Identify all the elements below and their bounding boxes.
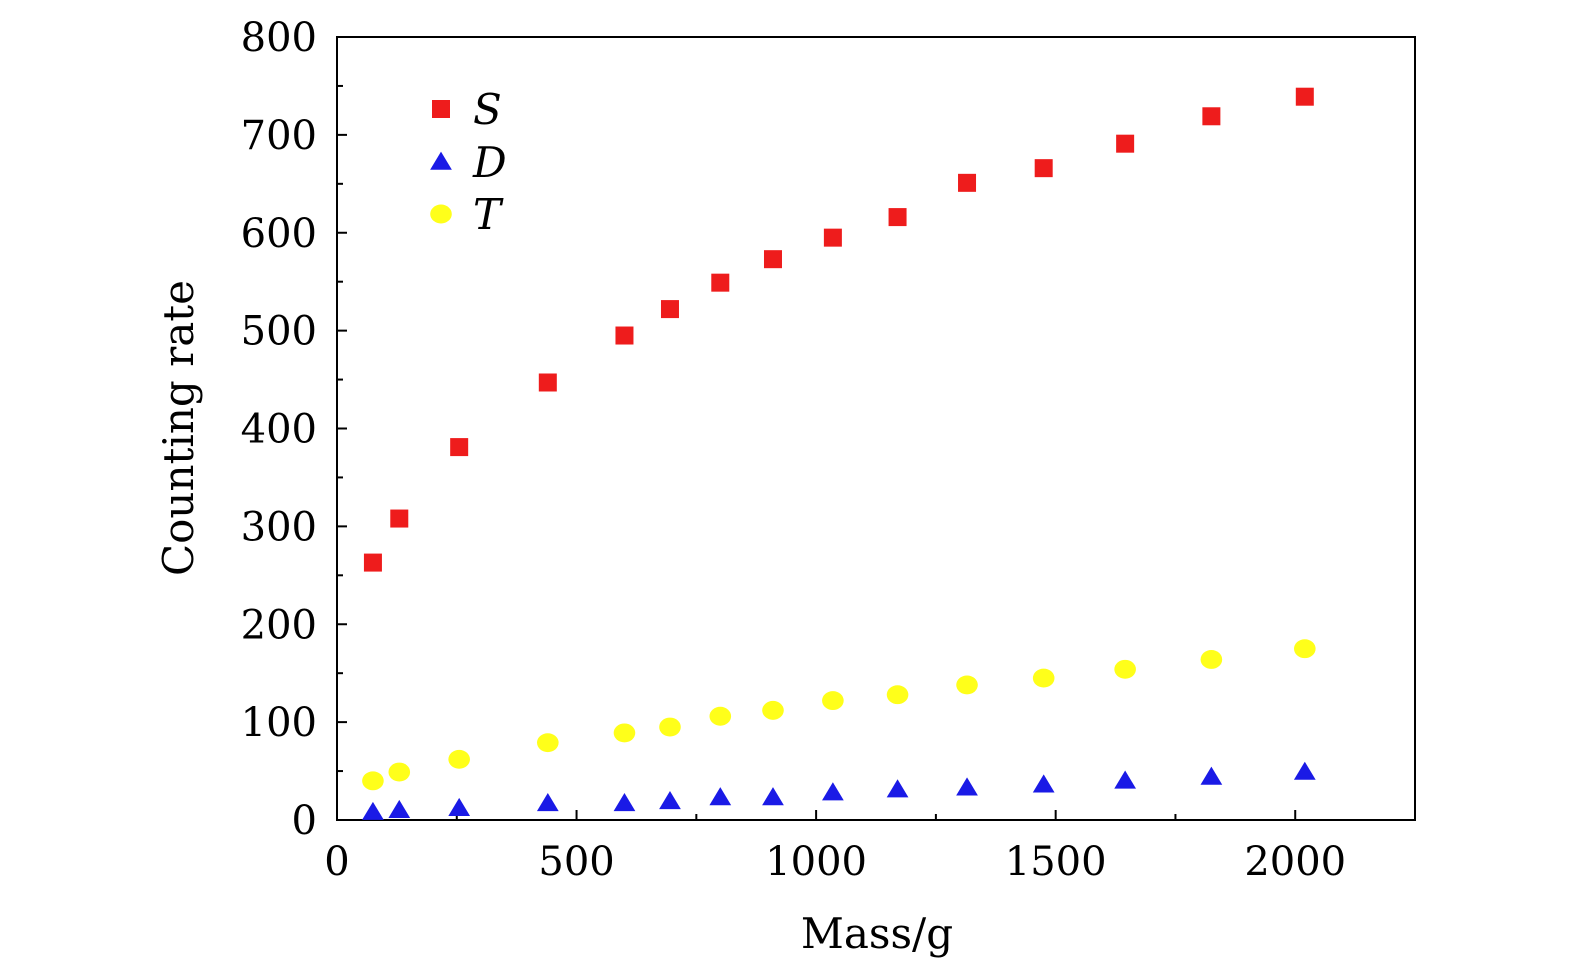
data-point-s: [958, 173, 977, 192]
data-point-t: [659, 717, 681, 737]
legend-marker-t: [430, 204, 452, 224]
legend-label-d: D: [472, 138, 507, 187]
data-point-s: [1116, 134, 1135, 153]
data-point-s: [1034, 159, 1053, 178]
y-tick-label: 0: [292, 798, 317, 844]
plot-layer: 0 500 1000 1500 2000 0 100 200 300 400 500 600 700 80…: [241, 15, 1416, 885]
data-point-t: [762, 700, 784, 720]
data-point-t: [1294, 639, 1316, 659]
data-point-t: [448, 749, 470, 769]
data-point-s: [823, 228, 842, 247]
x-axis-title: Mass/g: [801, 909, 953, 958]
data-point-d: [1114, 770, 1137, 789]
legend-marker-s: [432, 100, 450, 118]
data-point-d: [1032, 774, 1055, 793]
data-point-s: [660, 300, 679, 319]
data-point-t: [956, 675, 978, 695]
data-point-s: [538, 373, 557, 392]
data-point-t: [1032, 668, 1055, 688]
data-point-t: [362, 771, 384, 791]
data-point-t: [537, 733, 559, 753]
x-tick-label: 2000: [1244, 839, 1346, 885]
data-point-d: [709, 787, 732, 806]
data-point-t: [886, 685, 909, 705]
y-tick-label: 800: [241, 15, 317, 61]
data-point-s: [450, 438, 469, 457]
data-point-d: [388, 799, 411, 818]
y-tick-label: 200: [241, 602, 317, 648]
y-axis-title: Counting rate: [154, 280, 203, 576]
data-point-d: [1200, 766, 1223, 785]
data-point-s: [615, 326, 634, 345]
data-point-s: [390, 509, 409, 528]
data-point-d: [362, 801, 384, 820]
data-point-s: [888, 208, 907, 227]
y-tick-label: 500: [241, 309, 317, 355]
data-point-d: [1293, 761, 1316, 780]
data-point-t: [1114, 659, 1136, 679]
data-point-t: [388, 762, 411, 782]
x-tick-label: 1500: [1005, 839, 1107, 885]
y-tick-label: 600: [241, 211, 317, 257]
data-point-t: [613, 723, 636, 743]
x-tick-label: 1000: [765, 839, 867, 885]
data-point-s: [363, 553, 382, 572]
data-point-t: [1200, 650, 1223, 669]
data-point-s: [1295, 87, 1314, 106]
data-point-d: [762, 787, 784, 806]
y-tick-label: 700: [241, 113, 317, 159]
legend-marker-d: [430, 151, 452, 170]
data-point-s: [711, 273, 730, 292]
y-tick-label: 300: [241, 504, 317, 550]
x-tick-label: 0: [324, 839, 349, 885]
data-point-s: [1202, 107, 1221, 126]
legend-label-t: T: [473, 190, 504, 239]
data-point-t: [709, 706, 732, 726]
data-point-t: [822, 691, 844, 711]
y-tick-label: 100: [241, 700, 317, 746]
x-tick-label: 500: [538, 839, 614, 885]
data-point-d: [536, 793, 559, 812]
y-tick-label: 400: [241, 407, 317, 453]
data-point-d: [659, 791, 681, 810]
data-point-d: [822, 782, 844, 801]
data-point-d: [956, 777, 978, 796]
data-point-s: [763, 250, 782, 269]
data-point-d: [886, 779, 909, 798]
legend-label-s: S: [473, 85, 502, 134]
data-point-d: [613, 793, 636, 812]
data-point-d: [448, 797, 471, 817]
